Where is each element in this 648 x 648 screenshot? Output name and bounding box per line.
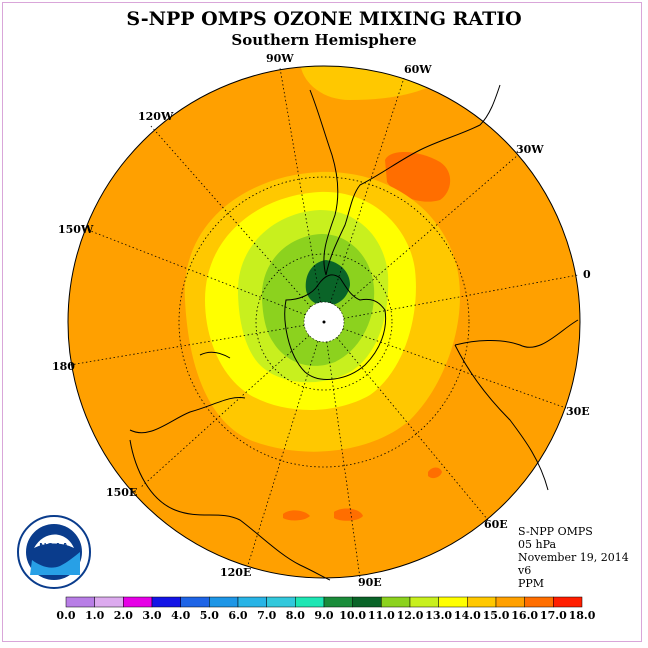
info-version: v6 [518, 564, 532, 577]
lon-label-0: 0 [583, 268, 591, 281]
colorbar-tick-label: 15.0 [482, 609, 510, 622]
meridian-90E [323, 321, 361, 579]
coastlines [129, 84, 579, 581]
lon-label-150E: 150E [106, 486, 138, 499]
colorbar-tick-label: 16.0 [511, 609, 539, 622]
field-dark-orange-patch2 [283, 510, 310, 521]
lon-label-120W: 120W [138, 110, 174, 123]
field-dark-green [305, 260, 350, 306]
lat-circle-2 [178, 176, 470, 468]
colorbar-tick-label: 14.0 [453, 609, 481, 622]
new-zealand-region [129, 396, 246, 434]
info-level: 05 hPa [518, 538, 557, 551]
colorbar-swatch [151, 596, 181, 608]
field-dark-orange-patch3 [334, 508, 363, 521]
colorbar-swatch [438, 596, 468, 608]
lon-label-150W: 150W [58, 223, 94, 236]
new-zealand-island [199, 351, 231, 359]
south-america-east-coast [325, 84, 501, 276]
map-title: S-NPP OMPS OZONE MIXING RATIO [126, 8, 522, 30]
info-date: November 19, 2014 [518, 551, 629, 564]
colorbar-swatch [209, 596, 239, 608]
colorbar-tick-label: 2.0 [113, 609, 133, 622]
lon-label-60W: 60W [404, 63, 432, 76]
lon-label-60E: 60E [484, 518, 508, 531]
colorbar-swatch [524, 596, 554, 608]
meridian-60E [323, 321, 489, 521]
lon-label-120E: 120E [220, 566, 252, 579]
lon-label-30W: 30W [516, 143, 544, 156]
meridian-120E [247, 321, 325, 566]
noaa-logo-text: NOAA [39, 542, 68, 553]
colorbar-tick-label: 8.0 [285, 609, 305, 622]
colorbar-tick-label: 13.0 [425, 609, 453, 622]
colorbar-swatch [409, 596, 439, 608]
colorbar-tick-label: 0.0 [56, 609, 76, 622]
meridian-30W [323, 154, 519, 323]
colorbar-tick-label: 7.0 [257, 609, 277, 622]
colorbar-tick-label: 6.0 [228, 609, 248, 622]
colorbar-tick-label: 3.0 [142, 609, 162, 622]
colorbar-swatch [237, 596, 267, 608]
lon-label-30E: 30E [566, 405, 590, 418]
colorbar-tick-label: 10.0 [339, 609, 367, 622]
colorbar-swatch [65, 596, 95, 608]
colorbar-swatch [180, 596, 210, 608]
colorbar-tick-label: 11.0 [367, 609, 395, 622]
info-units: PPM [518, 577, 545, 590]
lon-label-90W: 90W [266, 52, 294, 65]
lat-circle-1 [255, 253, 393, 391]
colorbar-swatch [295, 596, 325, 608]
field-dark-orange-patch4 [428, 467, 442, 479]
antarctica-coast [284, 274, 387, 380]
figure-frame [2, 2, 642, 642]
info-block: S-NPP OMPS 05 hPa November 19, 2014 v6 P… [518, 525, 629, 590]
colorbar-swatch [352, 596, 382, 608]
colorbar-tick-label: 5.0 [199, 609, 219, 622]
field-dark-orange-patch1 [385, 151, 451, 202]
colorbar-swatch [266, 596, 296, 608]
south-america-west-coast [309, 89, 339, 276]
africa-south-coast [454, 319, 579, 348]
map-subtitle: Southern Hemisphere [231, 31, 417, 49]
colorbar-swatch [553, 596, 583, 608]
globe-border [67, 65, 581, 579]
colorbar-swatch [323, 596, 353, 608]
colorbar-tick-label: 9.0 [314, 609, 334, 622]
colorbar-tick-label: 18.0 [568, 609, 596, 622]
noaa-logo: NOAA [17, 515, 91, 589]
colorbar [65, 596, 583, 608]
colorbar-swatch [495, 596, 525, 608]
colorbar-tick-label: 12.0 [396, 609, 424, 622]
meridian-180 [69, 321, 325, 366]
south-pole-dot [322, 320, 326, 324]
colorbar-swatch [381, 596, 411, 608]
meridian-90W [279, 67, 325, 323]
graticule [69, 67, 579, 579]
info-instrument: S-NPP OMPS [518, 525, 593, 538]
colorbar-tick-label: 17.0 [539, 609, 567, 622]
africa-east-coast [454, 344, 549, 491]
meridian-150E [139, 321, 325, 489]
lon-label-180: 180 [52, 360, 75, 373]
colorbar-tick-label: 4.0 [171, 609, 191, 622]
colorbar-swatch [94, 596, 124, 608]
australia-coast [129, 439, 331, 581]
colorbar-swatch [467, 596, 497, 608]
meridian-30E [323, 321, 567, 409]
lon-label-90E: 90E [358, 576, 382, 589]
meridian-60W [323, 77, 405, 323]
colorbar-tick-label: 1.0 [85, 609, 105, 622]
colorbar-swatch [123, 596, 153, 608]
meridian-0 [323, 274, 579, 323]
